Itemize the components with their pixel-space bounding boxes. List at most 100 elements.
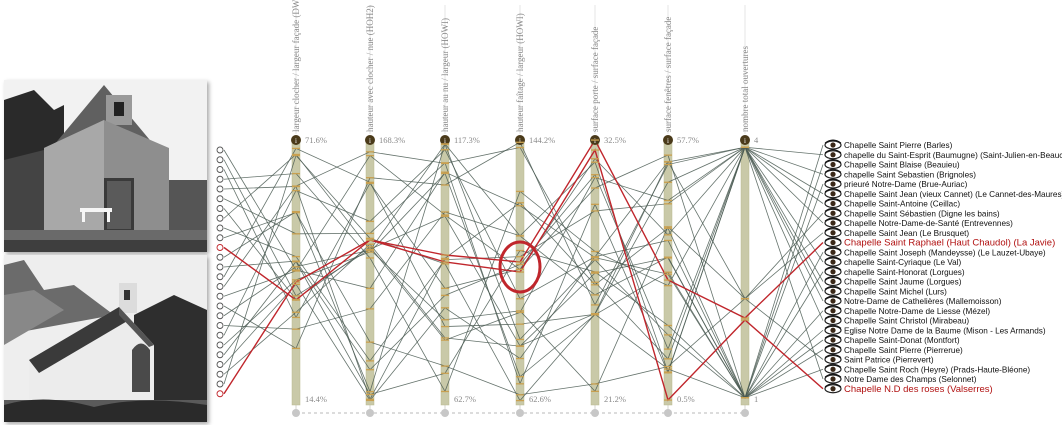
select-circle[interactable]: [216, 302, 224, 310]
chapel-label[interactable]: Chapelle Saint Roch (Heyre) (Prads-Haute…: [844, 365, 1030, 374]
chapel-label[interactable]: Chapelle Saint Pierre (Barles): [844, 141, 953, 150]
axis-handle[interactable]: [441, 409, 449, 417]
chapel-label[interactable]: Eglise Notre Dame de la Baume (Mison - L…: [844, 326, 1046, 335]
info-icon[interactable]: i: [440, 135, 450, 145]
chapel-label[interactable]: Chapelle Saint Raphael (Haut Chaudol) (L…: [844, 238, 1055, 249]
eye-icon[interactable]: [824, 276, 842, 287]
axis-bottom-value: 21.2%: [604, 394, 626, 404]
select-circle[interactable]: [216, 195, 224, 203]
chapel-label[interactable]: Chapelle Saint Pierre (Pierrerue): [844, 346, 963, 355]
eye-icon[interactable]: [824, 344, 842, 355]
eye-icon[interactable]: [824, 295, 842, 306]
select-circle[interactable]: [216, 156, 224, 164]
eye-icon[interactable]: [824, 373, 842, 384]
eye-icon[interactable]: [824, 178, 842, 189]
chapel-label[interactable]: Notre Dame des Champs (Selonnet): [844, 375, 977, 384]
eye-icon[interactable]: [824, 383, 842, 394]
eye-icon[interactable]: [824, 324, 842, 335]
chapel-label[interactable]: Chapelle Saint Christol (Mirabeau): [844, 317, 969, 326]
eye-icon[interactable]: [824, 168, 842, 179]
select-circle[interactable]: [216, 331, 224, 339]
select-circle[interactable]: [216, 263, 224, 271]
axis-handle[interactable]: [741, 409, 749, 417]
eye-icon[interactable]: [824, 227, 842, 238]
select-circle[interactable]: [216, 244, 224, 251]
eye-icon[interactable]: [824, 198, 842, 209]
svg-text:i: i: [667, 137, 669, 145]
axis-top-value: 117.3%: [454, 135, 480, 145]
eye-icon[interactable]: [824, 237, 842, 248]
chapel-label[interactable]: Notre-Dame de Cathelières (Mallemoisson): [844, 297, 1002, 306]
select-circle[interactable]: [216, 273, 224, 281]
chapel-label[interactable]: Chapelle Saint Jean (Le Brusquet): [844, 229, 969, 238]
info-icon[interactable]: i: [515, 135, 525, 145]
select-circle[interactable]: [216, 234, 224, 242]
select-circle[interactable]: [216, 214, 224, 222]
chapel-label[interactable]: Chapelle Saint Jaume (Lorgues): [844, 278, 962, 287]
eye-icon[interactable]: [824, 139, 842, 150]
select-circle[interactable]: [216, 322, 224, 329]
info-icon[interactable]: i: [740, 135, 750, 145]
axis-title-4: hauteur faîtage / largeur (HOWI): [515, 13, 525, 132]
chapel-label[interactable]: Chapelle Saint Joseph (Mandeysse) (Le La…: [844, 248, 1046, 257]
eye-icon[interactable]: [824, 188, 842, 199]
info-icon[interactable]: i: [663, 135, 673, 145]
select-circle[interactable]: [216, 292, 224, 300]
chapel-label[interactable]: chapelle du Saint-Esprit (Baumugne) (Sai…: [844, 151, 1062, 160]
axis-handle[interactable]: [664, 409, 672, 417]
chapel-label[interactable]: Chapelle Saint Michel (Lurs): [844, 287, 947, 296]
axis-handle[interactable]: [516, 409, 524, 417]
info-icon[interactable]: i: [365, 135, 375, 145]
eye-icon[interactable]: [824, 159, 842, 170]
select-circle[interactable]: [216, 185, 224, 193]
chapel-label[interactable]: chapelle Saint Sebastien (Brignoles): [844, 170, 976, 179]
axis-handle[interactable]: [591, 409, 599, 417]
eye-icon[interactable]: [824, 149, 842, 160]
eye-icon[interactable]: [824, 246, 842, 257]
select-circle[interactable]: [216, 224, 224, 232]
svg-text:i: i: [594, 137, 596, 145]
eye-icon[interactable]: [824, 354, 842, 365]
chapel-label[interactable]: Chapelle Saint-Donat (Montfort): [844, 336, 960, 345]
select-circle[interactable]: [216, 361, 224, 368]
chapel-label[interactable]: Chapelle Saint-Antoine (Ceillac): [844, 200, 960, 209]
axis-handle[interactable]: [292, 409, 300, 417]
chapel-label[interactable]: Chapelle Saint Sébastien (Digne les bain…: [844, 209, 1000, 218]
info-icon[interactable]: i: [291, 135, 301, 145]
axis-handle[interactable]: [366, 409, 374, 417]
select-circle[interactable]: [216, 351, 224, 359]
select-circle[interactable]: [216, 166, 224, 173]
axis-title-3: hauteur au nu / largeur (HOWI): [440, 18, 450, 132]
eye-icon[interactable]: [824, 305, 842, 316]
eye-icon[interactable]: [824, 217, 842, 228]
svg-text:i: i: [744, 137, 746, 145]
select-circle[interactable]: [216, 175, 224, 183]
select-circle[interactable]: [216, 283, 224, 290]
chapel-photo-top: [4, 80, 207, 252]
eye-icon[interactable]: [824, 334, 842, 345]
select-circle[interactable]: [216, 341, 224, 349]
chapel-label[interactable]: Chapelle Notre-Dame-de-Santé (Entrevenne…: [844, 219, 1013, 228]
select-circle[interactable]: [216, 390, 224, 398]
select-circle[interactable]: [216, 370, 224, 378]
chapel-label[interactable]: chapelle Saint-Cyriaque (Le Val): [844, 258, 962, 267]
eye-icon[interactable]: [824, 256, 842, 267]
chapel-photo-bottom: [4, 255, 207, 422]
chapel-label[interactable]: Chapelle Saint Jean (vieux Cannet) (Le C…: [844, 190, 1062, 199]
chapel-label[interactable]: prieuré Notre-Dame (Brue-Auriac): [844, 180, 968, 189]
eye-icon[interactable]: [824, 363, 842, 374]
eye-icon[interactable]: [824, 207, 842, 218]
select-circle[interactable]: [216, 312, 224, 320]
select-circle[interactable]: [216, 253, 224, 261]
select-circle[interactable]: [216, 146, 224, 154]
select-circle[interactable]: [216, 205, 224, 212]
eye-icon[interactable]: [824, 285, 842, 296]
chapel-label[interactable]: Chapelle N.D des roses (Valserres): [844, 384, 993, 395]
chapel-label[interactable]: Saint Patrice (Pierrevert): [844, 356, 934, 365]
eye-icon[interactable]: [824, 315, 842, 326]
chapel-label[interactable]: chapelle Saint-Honorat (Lorgues): [844, 268, 965, 277]
eye-icon[interactable]: [824, 266, 842, 277]
chapel-label[interactable]: Chapelle Notre-Dame de Liesse (Mézel): [844, 307, 990, 316]
chapel-label[interactable]: Chapelle Saint Blaise (Beauieu): [844, 161, 960, 170]
select-circle[interactable]: [216, 380, 224, 388]
